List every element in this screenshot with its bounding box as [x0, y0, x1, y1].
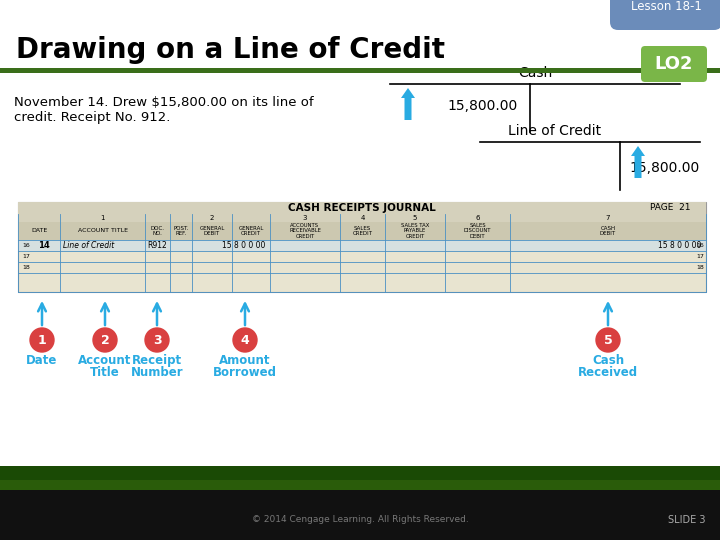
Text: 18: 18 — [696, 265, 704, 270]
Text: 18: 18 — [22, 265, 30, 270]
Text: 16: 16 — [696, 243, 704, 248]
Text: 17: 17 — [696, 254, 704, 259]
Text: 15 8 0 0 00: 15 8 0 0 00 — [657, 241, 701, 250]
Text: Amount: Amount — [220, 354, 271, 367]
Text: 1: 1 — [37, 334, 46, 347]
Text: CASH RECEIPTS JOURNAL: CASH RECEIPTS JOURNAL — [288, 203, 436, 213]
Text: POST.
REF.: POST. REF. — [174, 226, 189, 237]
Text: 1: 1 — [100, 215, 104, 221]
Bar — [18, 214, 706, 222]
Bar — [0, 68, 720, 73]
Text: PAGE  21: PAGE 21 — [649, 204, 690, 213]
Text: 15,800.00: 15,800.00 — [448, 99, 518, 113]
Text: Borrowed: Borrowed — [213, 366, 277, 379]
Circle shape — [233, 328, 257, 352]
Text: Cash: Cash — [592, 354, 624, 367]
Text: 6: 6 — [475, 215, 480, 221]
Text: 4: 4 — [360, 215, 365, 221]
FancyArrow shape — [631, 146, 645, 178]
FancyArrow shape — [401, 88, 415, 120]
Text: Cash: Cash — [518, 66, 552, 80]
Bar — [18, 202, 706, 292]
Circle shape — [30, 328, 54, 352]
Text: SALES
CREDIT: SALES CREDIT — [353, 226, 372, 237]
Text: 14: 14 — [38, 241, 50, 250]
Bar — [0, 466, 720, 480]
Bar — [0, 468, 720, 490]
Text: CASH
DEBIT: CASH DEBIT — [600, 226, 616, 237]
Text: SALES
DISCOUNT
DEBIT: SALES DISCOUNT DEBIT — [464, 222, 491, 239]
Text: Title: Title — [90, 366, 120, 379]
Text: 3: 3 — [302, 215, 307, 221]
Text: 4: 4 — [240, 334, 249, 347]
Text: DATE: DATE — [31, 228, 47, 233]
Text: Lesson 18-1: Lesson 18-1 — [631, 1, 701, 14]
Text: Account: Account — [78, 354, 132, 367]
Text: Date: Date — [27, 354, 58, 367]
Text: 7: 7 — [606, 215, 611, 221]
Text: Drawing on a Line of Credit: Drawing on a Line of Credit — [16, 36, 445, 64]
Bar — [18, 202, 706, 214]
Text: 3: 3 — [153, 334, 161, 347]
Text: DOC.
NO.: DOC. NO. — [150, 226, 164, 237]
Text: 17: 17 — [22, 254, 30, 259]
Text: Receipt: Receipt — [132, 354, 182, 367]
Bar — [0, 490, 720, 540]
Text: ACCOUNT TITLE: ACCOUNT TITLE — [78, 228, 127, 233]
Bar — [18, 222, 706, 240]
Text: 2: 2 — [101, 334, 109, 347]
Bar — [18, 240, 706, 251]
Text: credit. Receipt No. 912.: credit. Receipt No. 912. — [14, 111, 171, 125]
Text: Received: Received — [578, 366, 638, 379]
Text: 2: 2 — [210, 215, 214, 221]
Text: Line of Credit: Line of Credit — [63, 241, 114, 250]
Text: 5: 5 — [413, 215, 417, 221]
FancyBboxPatch shape — [610, 0, 720, 30]
Circle shape — [596, 328, 620, 352]
Circle shape — [93, 328, 117, 352]
Text: © 2014 Cengage Learning. All Rights Reserved.: © 2014 Cengage Learning. All Rights Rese… — [251, 516, 469, 524]
Text: 5: 5 — [603, 334, 613, 347]
Text: R912: R912 — [147, 241, 167, 250]
Text: 16: 16 — [22, 243, 30, 248]
Text: 15,800.00: 15,800.00 — [630, 161, 700, 175]
Text: 15 8 0 0 00: 15 8 0 0 00 — [222, 241, 265, 250]
Text: GENERAL
DEBIT: GENERAL DEBIT — [199, 226, 225, 237]
Text: SLIDE 3: SLIDE 3 — [668, 515, 706, 525]
Text: GENERAL
CREDIT: GENERAL CREDIT — [238, 226, 264, 237]
Text: ACCOUNTS
RECEIVABLE
CREDIT: ACCOUNTS RECEIVABLE CREDIT — [289, 222, 321, 239]
Text: Line of Credit: Line of Credit — [508, 124, 602, 138]
FancyBboxPatch shape — [641, 46, 707, 82]
Text: Number: Number — [131, 366, 184, 379]
Circle shape — [145, 328, 169, 352]
Text: SALES TAX
PAYABLE
CREDIT: SALES TAX PAYABLE CREDIT — [401, 222, 429, 239]
Text: LO2: LO2 — [654, 55, 693, 73]
Text: November 14. Drew $15,800.00 on its line of: November 14. Drew $15,800.00 on its line… — [14, 96, 314, 109]
